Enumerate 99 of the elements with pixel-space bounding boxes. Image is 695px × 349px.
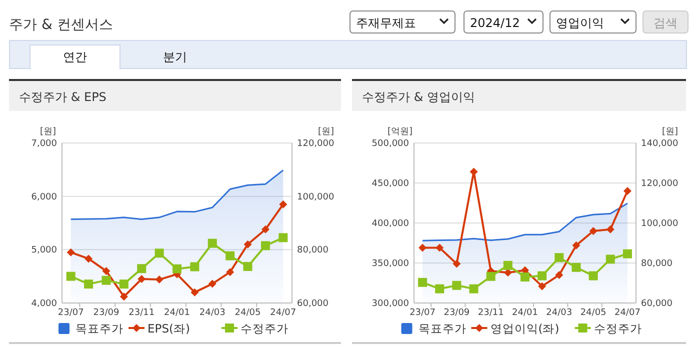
point [102, 267, 110, 275]
x-tick-label: 23/11 [478, 308, 504, 318]
y2-tick-label: 80,000 [297, 246, 329, 256]
point [555, 271, 564, 279]
point [260, 241, 270, 250]
point [436, 244, 444, 252]
y-axis-title: [원] [40, 127, 56, 137]
x-tick-label: 24/05 [234, 308, 261, 318]
x-tick-label: 24/01 [164, 308, 190, 318]
point [278, 233, 288, 242]
point [486, 272, 496, 281]
y-tick-label: 5,000 [31, 246, 58, 256]
text: 영업이익 [556, 16, 604, 30]
y-tick-label: 450,000 [372, 179, 410, 189]
point [572, 241, 580, 250]
point [155, 276, 164, 284]
point [606, 254, 615, 264]
x-tick-label: 24/03 [546, 308, 572, 318]
point [120, 292, 128, 301]
point [452, 260, 461, 268]
point [554, 253, 564, 262]
y2-axis-title: [원] [318, 127, 334, 137]
legend-label: 목표주가 [418, 322, 466, 336]
x-tick-label: 24/01 [512, 308, 538, 318]
point [119, 280, 128, 289]
y-tick-label: 500,000 [372, 139, 410, 149]
point [244, 240, 252, 248]
point [538, 271, 547, 280]
y2-tick-label: 100,000 [641, 219, 678, 229]
y-tick-label: 7,000 [31, 139, 58, 149]
point [504, 268, 512, 277]
point [606, 225, 614, 234]
point [172, 264, 182, 274]
y-tick-label: 400,000 [372, 219, 410, 229]
point [138, 275, 146, 283]
point [588, 271, 598, 280]
point [503, 260, 512, 270]
x-tick-label: 23/07 [58, 308, 84, 318]
point [589, 227, 598, 235]
point [208, 280, 216, 288]
point [243, 262, 252, 271]
legend-label: 수정주가 [240, 322, 288, 336]
legend-label: 수정주가 [594, 322, 642, 336]
point [418, 278, 428, 287]
point [226, 268, 234, 276]
legend-label: EPS(좌) [148, 322, 190, 336]
point [279, 200, 288, 208]
x-tick-label: 23/09 [444, 308, 470, 318]
point [154, 248, 164, 258]
point [66, 272, 76, 281]
point [190, 262, 200, 272]
point [208, 238, 217, 248]
point [538, 282, 546, 290]
y2-tick-label: 120,000 [297, 139, 334, 149]
point [418, 244, 427, 252]
point [226, 251, 235, 260]
point [622, 249, 632, 258]
x-tick-label: 24/07 [270, 308, 296, 318]
y2-axis-title: [원] [662, 127, 678, 137]
point [261, 225, 270, 234]
point [137, 264, 146, 274]
text: 2024/12 [470, 16, 520, 30]
point [452, 280, 462, 290]
x-tick-label: 24/03 [199, 308, 226, 318]
y2-tick-label: 120,000 [641, 179, 678, 189]
y2-tick-label: 100,000 [297, 192, 334, 202]
y-axis-title: [억원] [387, 127, 413, 137]
point [520, 272, 530, 282]
point [435, 284, 444, 294]
text: 분기 [163, 50, 187, 64]
point [469, 284, 478, 294]
text: 주가 & 컨센서스 [9, 17, 113, 33]
point [190, 288, 199, 296]
legend-label: 목표주가 [76, 322, 124, 336]
x-tick-label: 23/09 [93, 308, 120, 318]
chart-title: 수정주가 & 영업이익 [362, 90, 475, 104]
y2-tick-label: 140,000 [641, 139, 678, 149]
y-tick-label: 4,000 [31, 299, 58, 309]
x-tick-label: 23/11 [128, 308, 155, 318]
x-tick-label: 24/05 [580, 308, 606, 318]
point [572, 262, 581, 272]
text: 검색 [654, 16, 678, 30]
y2-tick-label: 60,000 [297, 299, 329, 309]
point [84, 280, 94, 289]
chart-title: 수정주가 & EPS [19, 90, 106, 104]
y2-tick-label: 80,000 [641, 259, 673, 269]
y2-tick-label: 60,000 [641, 299, 673, 309]
point [84, 254, 93, 263]
point [102, 276, 111, 285]
text: 주재무제표 [356, 16, 416, 30]
legend-label: 영업이익(좌) [490, 322, 560, 336]
x-tick-label: 23/07 [410, 308, 436, 318]
text: 연간 [63, 50, 87, 64]
y-tick-label: 6,000 [31, 192, 58, 202]
y-tick-label: 300,000 [372, 299, 410, 309]
y-tick-label: 350,000 [372, 259, 410, 269]
x-tick-label: 24/07 [614, 308, 640, 318]
point [66, 248, 75, 256]
point [623, 187, 632, 195]
